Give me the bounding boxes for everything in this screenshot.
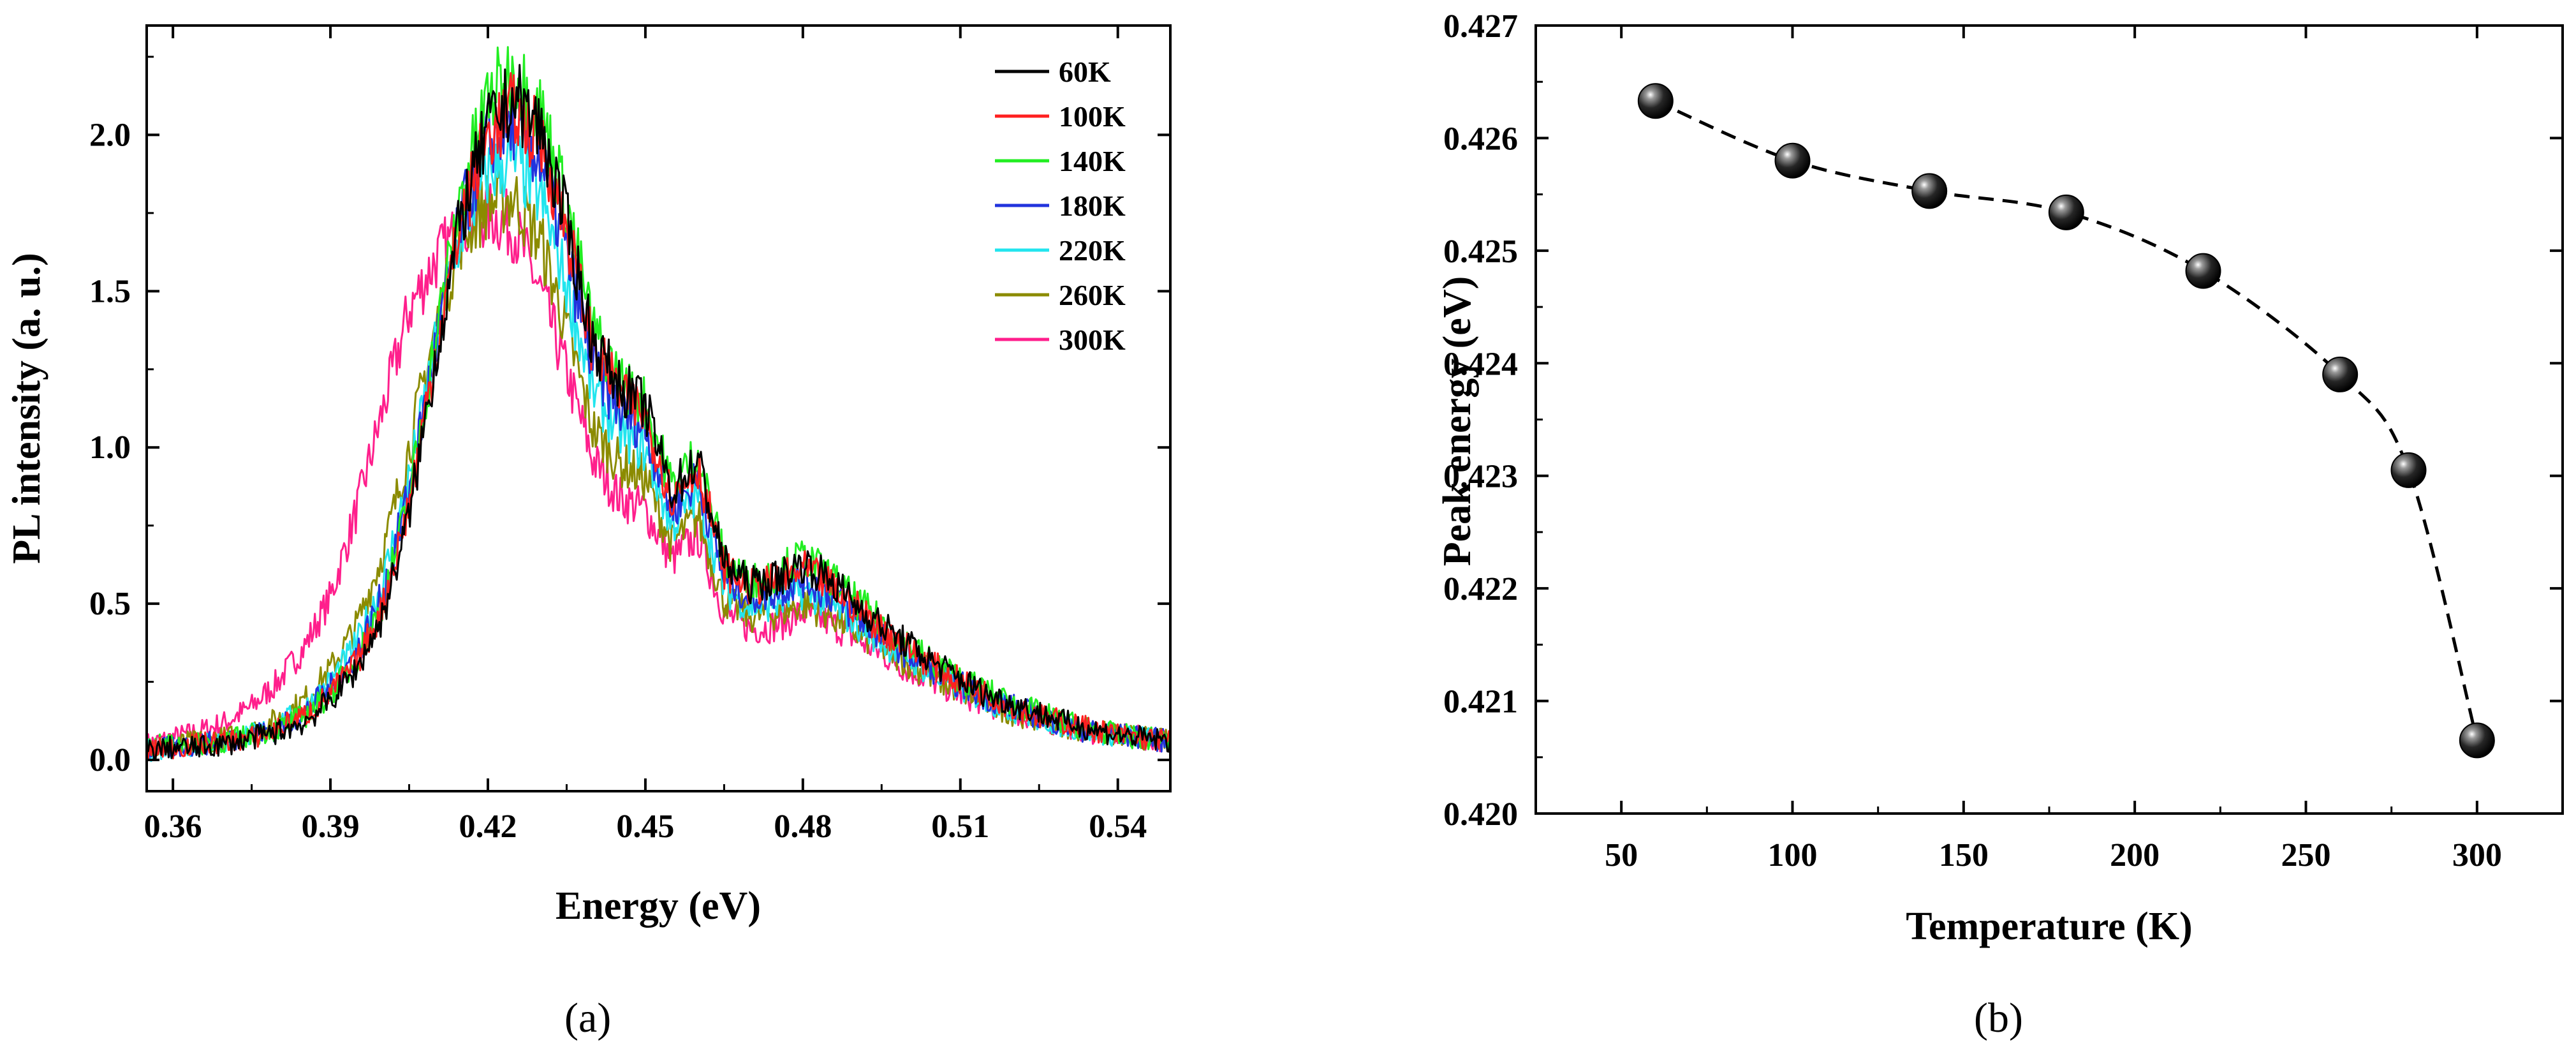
legend-label-260K: 260K bbox=[1059, 279, 1126, 311]
panel-b-y-ticks: 0.420 0.421 0.422 0.423 0.424 0.425 0.426 0.427 bbox=[1443, 8, 2563, 833]
x-tick-label: 150 bbox=[1939, 837, 1989, 873]
panel-a-y-axis-label: PL intensity (a. u.) bbox=[5, 253, 48, 563]
panel-b-y-axis-label: Peak energy (eV) bbox=[1436, 276, 1479, 567]
legend-label-60K: 60K bbox=[1059, 56, 1111, 88]
x-tick-label: 200 bbox=[2110, 837, 2160, 873]
panel-b-x-ticks: 50 100 150 200 250 300 bbox=[1605, 26, 2502, 873]
legend-label-180K: 180K bbox=[1059, 190, 1126, 222]
legend-label-220K: 220K bbox=[1059, 234, 1126, 267]
panel-a-series bbox=[145, 46, 1172, 762]
panel-b-chart: 50 100 150 200 250 300 0.4200.4210.4220.4230.… bbox=[1436, 8, 2564, 948]
data-point-220K bbox=[2185, 253, 2221, 289]
x-tick-label: 300 bbox=[2452, 837, 2502, 873]
data-point-280K bbox=[2390, 452, 2427, 488]
x-tick-label: 0.39 bbox=[302, 808, 360, 845]
panel-a-legend: 60K 100K 140K 180K 220K 260K 300K bbox=[995, 56, 1126, 356]
y-tick-label: 0.425 bbox=[1443, 234, 1518, 270]
x-tick-label: 50 bbox=[1605, 837, 1638, 873]
y-tick-label: 0.426 bbox=[1443, 121, 1518, 157]
y-tick-label: 0.421 bbox=[1443, 684, 1518, 720]
series-line-180K bbox=[145, 91, 1172, 761]
y-tick-label: 0.422 bbox=[1443, 571, 1518, 607]
y-tick-label: 1.5 bbox=[89, 273, 131, 309]
panel-a-plot-frame bbox=[145, 24, 1172, 792]
panel-a-caption: (a) bbox=[564, 995, 612, 1041]
panel-b-points bbox=[1637, 83, 2495, 759]
y-tick-label: 1.0 bbox=[89, 429, 131, 466]
x-tick-label: 0.42 bbox=[459, 808, 517, 845]
y-tick-label: 2.0 bbox=[89, 117, 131, 153]
data-point-180K bbox=[2048, 194, 2084, 230]
panel-a-y-ticks: 0.0 0.5 1.0 1.5 2.0 bbox=[89, 56, 1170, 778]
data-point-60K bbox=[1637, 83, 1674, 119]
panel-b-caption: (b) bbox=[1974, 995, 2023, 1041]
x-tick-label: 0.36 bbox=[144, 808, 202, 845]
panel-a-x-axis-label: Energy (eV) bbox=[556, 884, 761, 928]
x-tick-label: 0.48 bbox=[774, 808, 832, 845]
panel-b-x-axis-label: Temperature (K) bbox=[1906, 905, 2192, 948]
legend-label-100K: 100K bbox=[1059, 100, 1126, 133]
y-tick-label: 0.423 bbox=[1443, 459, 1518, 495]
panel-a-x-ticks: 0.36 0.39 0.42 0.45 0.48 0.51 0.54 bbox=[144, 26, 1147, 845]
series-line-140K bbox=[145, 46, 1172, 757]
data-point-300K bbox=[2459, 722, 2495, 759]
series-line-60K bbox=[146, 64, 1172, 761]
y-tick-label: 0.420 bbox=[1443, 796, 1518, 833]
y-tick-label: 0.0 bbox=[89, 742, 131, 778]
x-tick-label: 0.54 bbox=[1089, 808, 1147, 845]
y-tick-label: 0.5 bbox=[89, 586, 131, 622]
panel-a-chart: 0.36 0.39 0.42 0.45 0.48 0.51 0.54 0.0 0.5 1.0 1.… bbox=[5, 24, 1172, 928]
y-tick-label: 0.424 bbox=[1443, 346, 1518, 382]
x-tick-label: 100 bbox=[1768, 837, 1818, 873]
x-tick-label: 250 bbox=[2281, 837, 2331, 873]
x-tick-label: 0.51 bbox=[931, 808, 989, 845]
y-tick-label: 0.427 bbox=[1443, 8, 1518, 45]
x-tick-label: 0.45 bbox=[616, 808, 674, 845]
panel-b-plot-frame bbox=[1535, 24, 2564, 815]
data-point-100K bbox=[1774, 142, 1811, 179]
legend-label-300K: 300K bbox=[1059, 323, 1126, 356]
data-point-140K bbox=[1911, 173, 1948, 209]
legend-label-140K: 140K bbox=[1059, 145, 1126, 177]
data-point-260K bbox=[2322, 356, 2359, 392]
